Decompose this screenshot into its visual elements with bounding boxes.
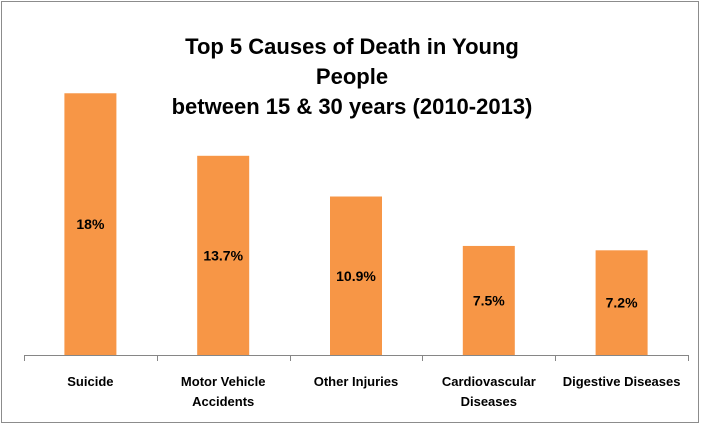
bar <box>197 155 250 355</box>
category-label-line: Motor Vehicle <box>181 374 266 389</box>
category-label-line: Diseases <box>461 394 517 409</box>
category-label-line: Digestive Diseases <box>563 374 681 389</box>
category-label-line: Cardiovascular <box>442 374 536 389</box>
category-label-line: Suicide <box>67 374 113 389</box>
category-label: Cardiovascular Diseases <box>442 374 536 409</box>
bar <box>595 250 648 355</box>
chart-title: Top 5 Causes of Death in Young People be… <box>152 32 552 122</box>
category-label-line: Other Injuries <box>314 374 399 389</box>
bar <box>462 245 515 355</box>
bar-data-label: 10.9% <box>336 268 376 284</box>
bar-data-label: 7.2% <box>606 295 638 311</box>
category-label: Motor Vehicle Accidents <box>181 374 266 409</box>
x-axis-ticks-group <box>24 355 689 361</box>
bars-group <box>64 93 648 356</box>
bar-data-label: 13.7% <box>203 247 243 263</box>
bar <box>64 93 117 356</box>
category-labels-group: Suicide Motor Vehicle Accidents Other Injur… <box>67 374 680 409</box>
chart-title-line-1: Top 5 Causes of Death in Young People <box>185 34 519 89</box>
bar-data-label: 7.5% <box>473 292 505 308</box>
chart-title-line-2: between 15 & 30 years (2010-2013) <box>171 94 533 119</box>
category-label: Other Injuries <box>314 374 399 389</box>
category-label: Digestive Diseases <box>563 374 681 389</box>
bar <box>330 196 382 355</box>
bar-data-label: 18% <box>76 216 105 232</box>
category-label-line: Accidents <box>192 394 254 409</box>
data-labels-group: 18% 13.7% 10.9% 7.5% 7.2% <box>76 216 638 311</box>
category-label: Suicide <box>67 374 113 389</box>
